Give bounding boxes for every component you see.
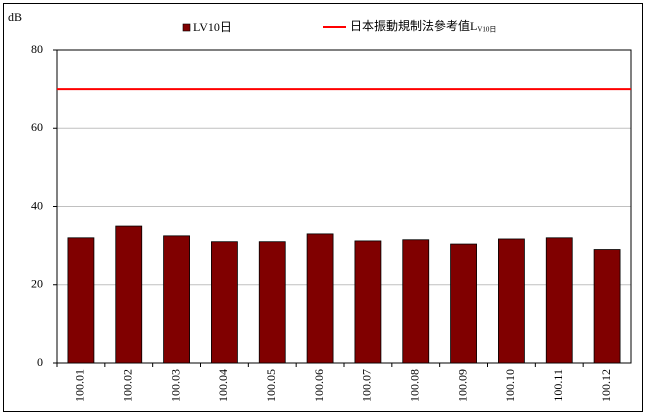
y-tick-label: 0 [37, 355, 43, 369]
bar [67, 237, 95, 364]
y-tick-label: 40 [31, 198, 43, 212]
x-tick-label: 100.09 [455, 369, 469, 402]
x-tick-label: 100.08 [408, 369, 422, 402]
x-tick-label: 100.07 [360, 369, 374, 402]
legend-label: LV10日 [193, 20, 232, 34]
y-tick-label: 80 [31, 42, 43, 56]
x-tick-label: 100.05 [264, 369, 278, 402]
y-tick-label: 20 [31, 277, 43, 291]
bar [450, 243, 477, 364]
legend-subscript: V10日 [477, 26, 496, 34]
x-tick-label: 100.11 [551, 369, 565, 402]
bar [211, 241, 238, 364]
x-tick-label: 100.12 [599, 369, 613, 402]
bar [498, 238, 525, 364]
bar [402, 239, 430, 364]
y-axis-label: dB [8, 10, 22, 24]
x-tick-label: 100.10 [503, 369, 517, 402]
y-tick-label: 60 [31, 120, 43, 134]
x-tick-label: 100.06 [312, 369, 326, 402]
bar [545, 237, 573, 364]
x-tick-label: 100.04 [216, 369, 230, 402]
legend-label: 日本振動規制法參考值L [350, 18, 477, 33]
legend-swatch [182, 23, 191, 32]
bar [306, 233, 334, 364]
x-tick-label: 100.01 [73, 369, 87, 402]
bar [115, 225, 143, 364]
x-tick-label: 100.02 [121, 369, 135, 402]
x-tick-label: 100.03 [168, 369, 182, 402]
bar [258, 241, 286, 364]
bar [593, 249, 621, 364]
bar [354, 240, 382, 364]
bar [163, 235, 190, 364]
